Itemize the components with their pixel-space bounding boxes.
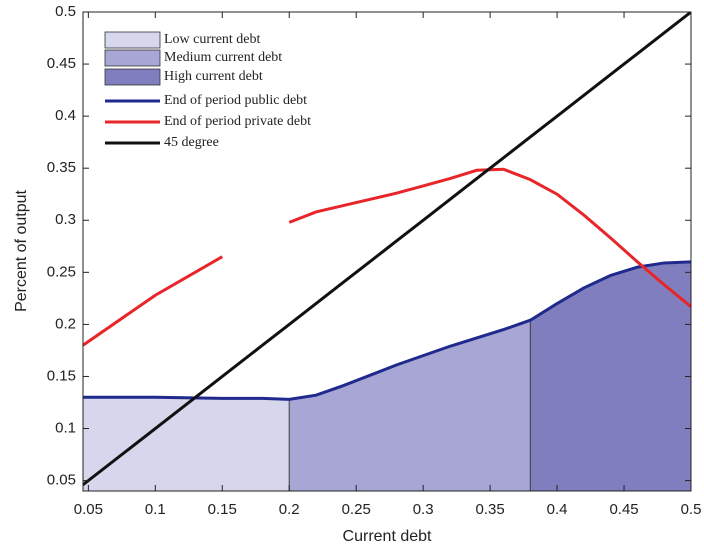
legend-label: Medium current debt [164,50,282,65]
x-tick-label: 0.05 [74,501,103,518]
line [83,12,691,486]
y-tick-label: 0.5 [55,3,76,20]
x-tick-label: 0.25 [342,501,371,518]
legend-patch [104,31,161,49]
legend-label: High current debt [164,69,263,84]
area [529,261,691,491]
area [288,319,531,491]
y-tick-label: 0.4 [55,107,76,124]
legend-label: End of period public debt [164,93,307,108]
x-axis-label: Current debt [343,528,432,545]
y-tick-label: 0.15 [47,367,76,384]
y-tick-label: 0.2 [55,315,76,332]
y-axis-label: Percent of output [13,190,30,312]
legend-patch [104,49,161,67]
plot-area [83,12,691,491]
y-tick-label: 0.35 [47,159,76,176]
legend-label: Low current debt [164,32,261,47]
x-tick-label: 0.3 [413,501,434,518]
y-tick-label: 0.05 [47,472,76,489]
x-tick-label: 0.35 [476,501,505,518]
x-tick-label: 0.4 [547,501,568,518]
x-tick-label: 0.45 [609,501,638,518]
plot-frame [82,11,692,492]
x-tick-label: 0.2 [279,501,300,518]
legend-patch [104,68,161,86]
x-tick-label: 0.5 [681,501,702,518]
area [83,396,290,491]
legend-label: 45 degree [164,135,219,150]
y-tick-label: 0.45 [47,55,76,72]
legend-label: End of period private debt [164,114,311,129]
y-tick-label: 0.1 [55,419,76,436]
x-tick-label: 0.15 [208,501,237,518]
y-tick-label: 0.25 [47,263,76,280]
x-tick-label: 0.1 [145,501,166,518]
y-tick-label: 0.3 [55,211,76,228]
line [83,260,691,401]
